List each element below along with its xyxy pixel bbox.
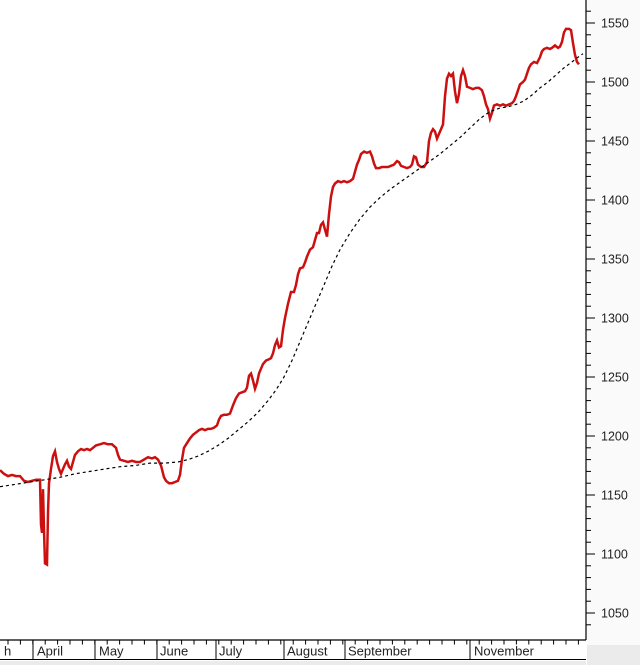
y-axis-label: 1350 <box>601 253 629 267</box>
y-axis-label: 1300 <box>601 312 629 326</box>
axis-layer <box>0 0 595 660</box>
month-label: June <box>160 644 188 659</box>
series-layer <box>0 27 584 567</box>
month-label: May <box>99 644 124 659</box>
y-axis-label: 1100 <box>601 548 628 562</box>
label-layer: 1550 1500 1450 1400 1350 1300 1250 1200 1150 1100… <box>4 17 629 659</box>
month-label: September <box>348 644 412 659</box>
y-axis-label: 1150 <box>601 489 628 503</box>
y-axis-label: 1550 <box>601 17 629 31</box>
y-axis-label: 1500 <box>601 76 629 90</box>
right-label-strip <box>587 0 640 645</box>
month-label: November <box>474 644 535 659</box>
month-label: August <box>287 644 328 659</box>
moving-average-line <box>0 53 584 488</box>
price-line <box>0 27 580 567</box>
month-label: h <box>4 644 11 659</box>
corner-block <box>587 645 640 665</box>
y-axis-label: 1250 <box>601 371 629 385</box>
month-label: April <box>37 644 63 659</box>
bottom-strip <box>0 661 586 665</box>
y-axis-label: 1050 <box>601 607 629 621</box>
month-label: July <box>219 644 243 659</box>
y-axis-label: 1450 <box>601 135 629 149</box>
y-axis-label: 1400 <box>601 194 629 208</box>
y-axis-label: 1200 <box>601 430 629 444</box>
